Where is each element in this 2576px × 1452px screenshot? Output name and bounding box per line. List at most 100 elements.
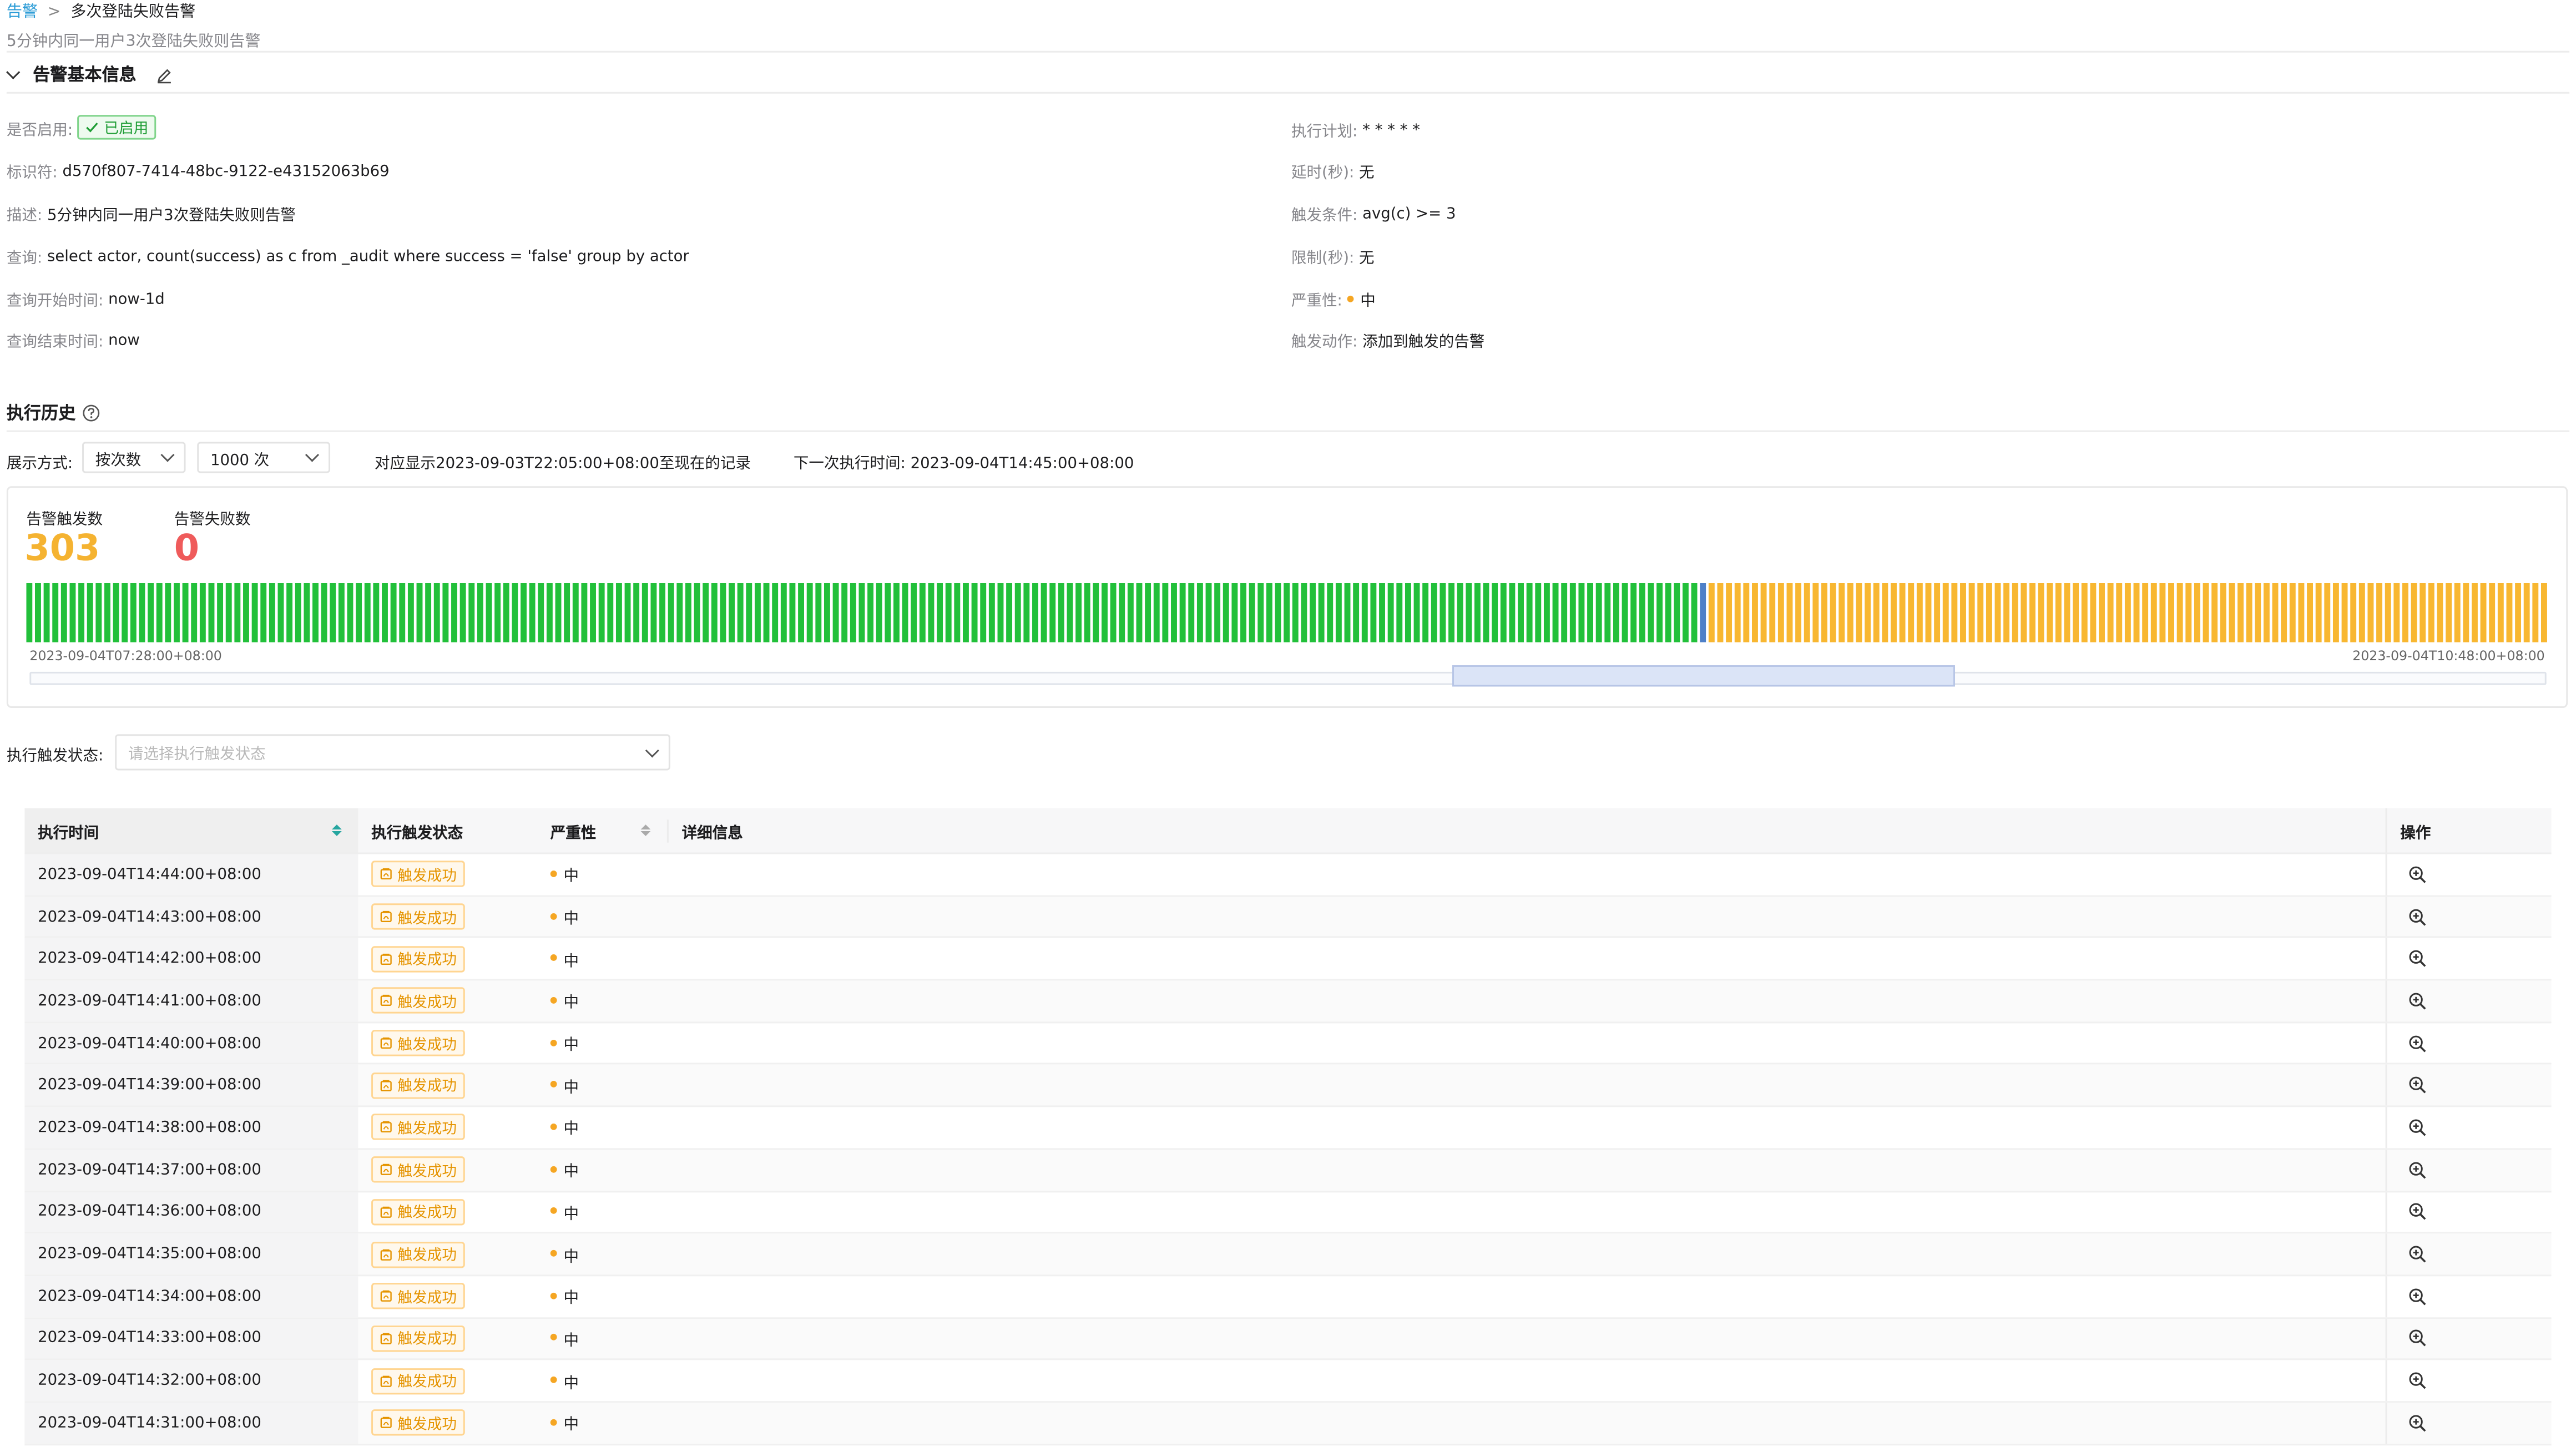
timeline-bar-triggered[interactable] — [1777, 583, 1784, 642]
timeline-bar-triggered[interactable] — [2420, 583, 2426, 642]
timeline-bar-success[interactable] — [433, 583, 440, 642]
timeline-bar-success[interactable] — [624, 583, 631, 642]
timeline-bar-triggered[interactable] — [2168, 583, 2174, 642]
timeline-bar-success[interactable] — [685, 583, 691, 642]
timeline-bar-success[interactable] — [1405, 583, 1411, 642]
timeline-bar-triggered[interactable] — [2263, 583, 2270, 642]
timeline-bar-triggered[interactable] — [2307, 583, 2314, 642]
timeline-bar-success[interactable] — [529, 583, 536, 642]
timeline-bar-triggered[interactable] — [2107, 583, 2114, 642]
timeline-bar-triggered[interactable] — [2229, 583, 2235, 642]
timeline-bar-success[interactable] — [1604, 583, 1611, 642]
timeline-bar-success[interactable] — [156, 583, 163, 642]
timeline-bar-success[interactable] — [1526, 583, 1533, 642]
timeline-bar-triggered[interactable] — [1795, 583, 1802, 642]
timeline-bar-success[interactable] — [225, 583, 232, 642]
timeline-bar-success[interactable] — [798, 583, 804, 642]
timeline-bar-success[interactable] — [295, 583, 301, 642]
timeline-bar-success[interactable] — [1301, 583, 1307, 642]
timeline-bar-triggered[interactable] — [1865, 583, 1871, 642]
timeline-bar-triggered[interactable] — [2497, 583, 2504, 642]
timeline-bar-success[interactable] — [1474, 583, 1481, 642]
timeline-bar-success[interactable] — [1188, 583, 1195, 642]
timeline-bar-triggered[interactable] — [2064, 583, 2070, 642]
timeline-bar-success[interactable] — [512, 583, 518, 642]
timeline-bar-success[interactable] — [191, 583, 198, 642]
timeline-bar-success[interactable] — [521, 583, 527, 642]
timeline-bar-triggered[interactable] — [1977, 583, 1984, 642]
timeline-bar-success[interactable] — [1439, 583, 1446, 642]
timeline-bar-success[interactable] — [373, 583, 380, 642]
timeline-bar-success[interactable] — [1275, 583, 1281, 642]
timeline-bar-success[interactable] — [1102, 583, 1108, 642]
timeline-bar-triggered[interactable] — [2411, 583, 2417, 642]
timeline-bar-success[interactable] — [416, 583, 423, 642]
timeline-bar-triggered[interactable] — [2255, 583, 2261, 642]
timeline-bar-success[interactable] — [1543, 583, 1550, 642]
timeline-bar-triggered[interactable] — [2220, 583, 2226, 642]
timeline-bar-success[interactable] — [754, 583, 761, 642]
timeline-bar-triggered[interactable] — [1847, 583, 1853, 642]
timeline-bar-triggered[interactable] — [2246, 583, 2252, 642]
timeline-bar-success[interactable] — [1067, 583, 1073, 642]
timeline-bar-triggered[interactable] — [2428, 583, 2434, 642]
timeline-bar-success[interactable] — [1361, 583, 1368, 642]
timeline-bar-triggered[interactable] — [2515, 583, 2522, 642]
timeline-bar-success[interactable] — [1674, 583, 1680, 642]
timeline-bar-success[interactable] — [199, 583, 206, 642]
timeline-bar-triggered[interactable] — [1968, 583, 1975, 642]
timeline-bar-triggered[interactable] — [1856, 583, 1862, 642]
column-header-severity[interactable]: 严重性 — [537, 818, 669, 842]
timeline-bar-success[interactable] — [269, 583, 275, 642]
timeline-bar-triggered[interactable] — [2437, 583, 2443, 642]
timeline-bar-triggered[interactable] — [1726, 583, 1733, 642]
timeline-bar-success[interactable] — [1682, 583, 1689, 642]
status-filter-select[interactable]: 请选择执行触发状态 — [115, 734, 670, 771]
timeline-bar-success[interactable] — [858, 583, 865, 642]
timeline-bar-success[interactable] — [1006, 583, 1013, 642]
timeline-bar-success[interactable] — [425, 583, 432, 642]
timeline-bar-success[interactable] — [642, 583, 648, 642]
zoom-in-icon[interactable] — [2408, 1287, 2427, 1306]
timeline-bar-triggered[interactable] — [1891, 583, 1897, 642]
timeline-bar-success[interactable] — [1257, 583, 1264, 642]
timeline-bar-success[interactable] — [937, 583, 943, 642]
edit-icon[interactable] — [156, 67, 173, 83]
timeline-bar-success[interactable] — [1578, 583, 1585, 642]
timeline-bar-success[interactable] — [1205, 583, 1212, 642]
timeline-bar-success[interactable] — [1353, 583, 1360, 642]
timeline-bar-triggered[interactable] — [2124, 583, 2131, 642]
timeline-bar-success[interactable] — [174, 583, 180, 642]
timeline-bar-success[interactable] — [1370, 583, 1377, 642]
timeline-bar-success[interactable] — [1431, 583, 1437, 642]
timeline-bar-success[interactable] — [919, 583, 926, 642]
zoom-in-icon[interactable] — [2408, 1203, 2427, 1221]
zoom-in-icon[interactable] — [2408, 908, 2427, 926]
timeline-bar-triggered[interactable] — [1830, 583, 1836, 642]
timeline-bar-triggered[interactable] — [2332, 583, 2339, 642]
timeline-bar-success[interactable] — [572, 583, 579, 642]
timeline-bar-success[interactable] — [598, 583, 605, 642]
timeline-bar-triggered[interactable] — [1882, 583, 1888, 642]
timeline-bar-success[interactable] — [1518, 583, 1524, 642]
timeline-bar-success[interactable] — [850, 583, 856, 642]
timeline-bar-success[interactable] — [581, 583, 588, 642]
timeline-bar-triggered[interactable] — [2133, 583, 2140, 642]
timeline-bar-success[interactable] — [243, 583, 249, 642]
timeline-bar-success[interactable] — [399, 583, 406, 642]
timeline-bar-success[interactable] — [980, 583, 987, 642]
timeline-bar-success[interactable] — [928, 583, 935, 642]
timeline-bar-success[interactable] — [1292, 583, 1299, 642]
timeline-bar-success[interactable] — [945, 583, 952, 642]
timeline-bar-success[interactable] — [694, 583, 700, 642]
timeline-bar-success[interactable] — [113, 583, 119, 642]
timeline-bar-triggered[interactable] — [2506, 583, 2513, 642]
timeline-bar-triggered[interactable] — [1873, 583, 1880, 642]
timeline-bar-triggered[interactable] — [2150, 583, 2157, 642]
timeline-bar-success[interactable] — [347, 583, 353, 642]
timeline-bar-success[interactable] — [1630, 583, 1637, 642]
timeline-bar-success[interactable] — [104, 583, 110, 642]
timeline-bar-success[interactable] — [1379, 583, 1385, 642]
timeline-bar-success[interactable] — [1622, 583, 1628, 642]
timeline-bar-triggered[interactable] — [2176, 583, 2183, 642]
